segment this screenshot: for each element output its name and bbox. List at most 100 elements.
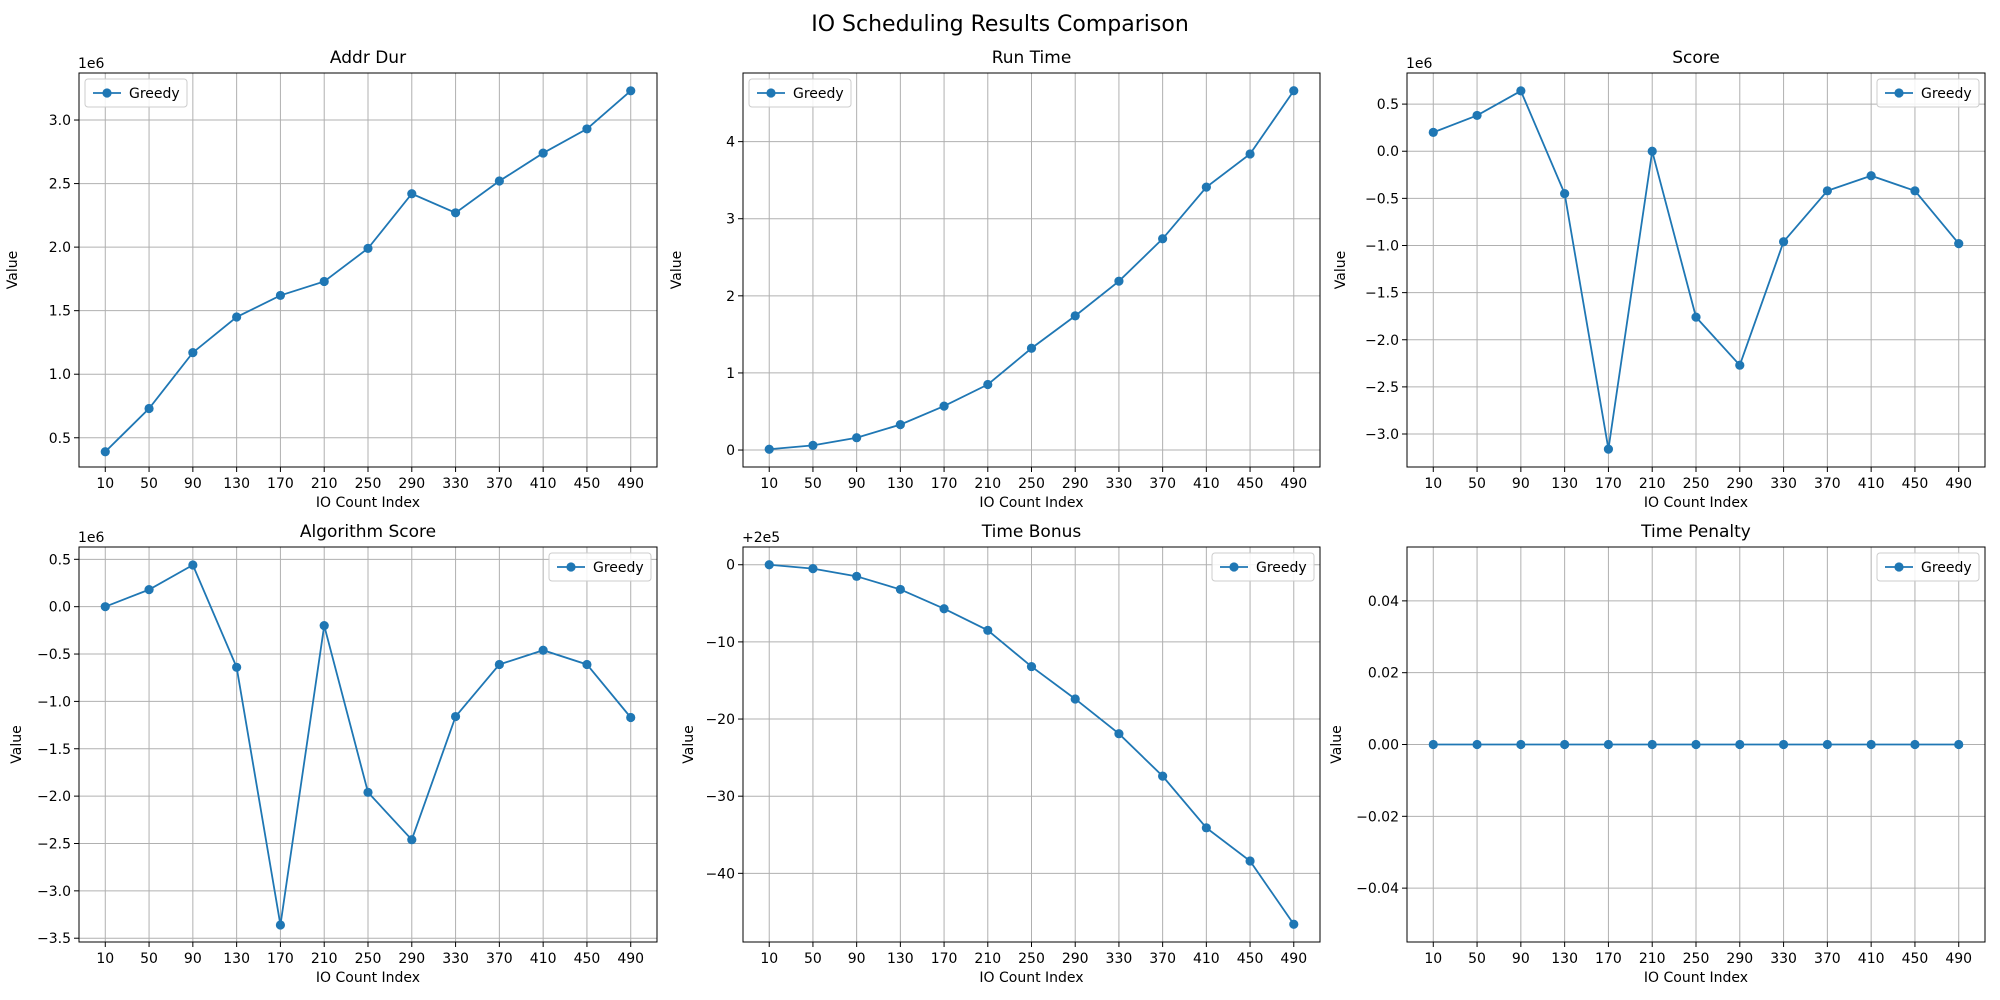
subplot-title: Run Time [992,48,1072,68]
legend-marker [102,88,112,98]
x-tick-label: 290 [1726,951,1753,967]
data-point [1516,739,1526,750]
data-point [1428,739,1438,750]
y-tick-label: 0.00 [1368,738,1399,754]
data-point [275,290,286,301]
data-point [1245,149,1255,159]
x-tick-label: 490 [617,951,644,967]
x-tick-label: 410 [1858,476,1885,492]
data-point [494,659,504,670]
data-point [626,86,636,96]
data-point [1070,694,1080,704]
y-offset-label: 1e6 [78,56,105,72]
legend: Greedy [1876,552,1980,582]
x-tick-label: 290 [1726,476,1753,492]
y-tick-label: −2.5 [37,836,71,852]
x-axis-label: IO Count Index [1644,495,1748,511]
x-tick-label: 490 [1280,951,1307,967]
y-axis-label: Value [669,251,685,289]
legend: Greedy [548,552,652,582]
x-tick-label: 250 [1018,476,1045,492]
y-tick-label: −2.5 [1365,380,1399,396]
y-tick-label: −1.0 [37,694,71,710]
axes-frame [1406,72,1986,468]
subplot-4: 10 50 90 130 170 210 250 290 330 370 410 450 490 −40 −… [681,522,1321,986]
x-tick-label: 130 [223,951,250,967]
x-tick-label: 370 [486,476,513,492]
x-tick-label: 410 [530,476,557,492]
data-point [1201,823,1211,833]
x-tick-label: 210 [311,951,338,967]
data-point [582,659,592,670]
data-point [1289,86,1299,96]
y-tick-label: −0.5 [1365,191,1399,207]
y-tick-label: 0.0 [49,600,71,616]
x-tick-label: 450 [574,951,601,967]
x-tick-label: 290 [398,476,425,492]
x-tick-label: 250 [1018,951,1045,967]
legend: Greedy [1211,552,1315,582]
data-point [1822,186,1832,196]
x-tick-label: 170 [1595,951,1622,967]
x-tick-label: 410 [530,951,557,967]
data-point [1245,856,1255,866]
legend-label: Greedy [1921,560,1972,576]
data-point [407,189,417,199]
data-point [626,712,636,723]
y-tick-label: −3.0 [1365,427,1399,443]
x-tick-label: 10 [760,951,778,967]
data-point [1114,276,1124,286]
x-tick-label: 170 [267,476,294,492]
data-point [1866,171,1876,181]
data-point [100,602,110,612]
data-point [1778,237,1789,247]
data-point [1560,739,1570,750]
subplot-5: 10 50 90 130 170 210 250 290 330 370 410 450 490 −0.0… [1329,522,1986,986]
x-tick-label: 90 [848,476,866,492]
data-point [1647,739,1657,750]
axes-frame [78,546,658,943]
legend-marker [1894,88,1904,98]
data-point [363,243,373,253]
x-tick-label: 370 [1149,951,1176,967]
x-axis-label: IO Count Index [979,495,1083,511]
data-point [1158,234,1168,244]
y-tick-label: 2.0 [49,240,71,256]
data-point [1428,127,1438,137]
x-tick-label: 330 [442,476,469,492]
x-tick-label: 10 [760,476,778,492]
x-tick-label: 10 [96,476,114,492]
data-point [1516,86,1526,96]
x-axis-label: IO Count Index [979,970,1083,986]
x-tick-label: 130 [1551,476,1578,492]
data-point [1472,110,1482,121]
x-tick-label: 450 [1902,476,1929,492]
data-point [363,787,373,797]
legend-marker [566,562,576,572]
x-tick-label: 250 [1683,476,1710,492]
y-tick-label: −40 [705,866,735,882]
x-tick-label: 330 [1106,476,1133,492]
x-tick-label: 450 [574,476,601,492]
y-tick-label: −2.0 [1365,333,1399,349]
legend-box [1876,552,1980,582]
y-axis-label: Value [9,725,25,763]
x-tick-label: 450 [1902,951,1929,967]
data-point [1158,771,1168,781]
x-tick-label: 50 [804,476,822,492]
x-tick-label: 330 [1770,476,1797,492]
x-axis-label: IO Count Index [1644,970,1748,986]
x-tick-label: 90 [184,951,202,967]
data-point [538,148,548,158]
legend-label: Greedy [1256,560,1307,576]
x-tick-label: 410 [1858,951,1885,967]
data-point [808,440,818,451]
subplot-title: Addr Dur [330,48,406,68]
x-tick-label: 170 [931,476,958,492]
data-point [1691,739,1701,750]
x-tick-label: 290 [1062,476,1089,492]
data-point [144,585,154,595]
y-tick-label: 0.0 [1377,144,1399,160]
y-offset-label: +2e5 [742,530,780,546]
